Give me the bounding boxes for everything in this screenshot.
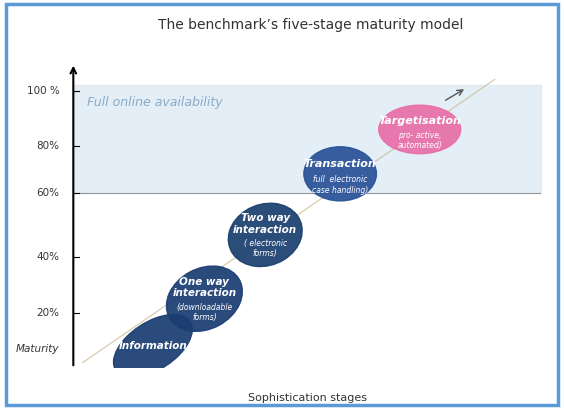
Text: 20%: 20% — [36, 308, 59, 318]
Text: 80%: 80% — [36, 141, 59, 151]
Ellipse shape — [304, 147, 376, 201]
Text: Targetisation: Targetisation — [378, 116, 461, 126]
Text: pro- active,
automated): pro- active, automated) — [398, 131, 442, 150]
Text: (downloadable
forms): (downloadable forms) — [177, 303, 232, 322]
Text: 100 %: 100 % — [27, 85, 59, 96]
Text: Full online availability: Full online availability — [87, 96, 223, 109]
Ellipse shape — [228, 203, 302, 267]
Text: Sophistication stages: Sophistication stages — [248, 393, 367, 403]
Ellipse shape — [379, 105, 461, 154]
Text: Transaction: Transaction — [304, 159, 377, 169]
Text: The benchmark’s five-stage maturity model: The benchmark’s five-stage maturity mode… — [157, 18, 463, 31]
Text: ( electronic
forms): ( electronic forms) — [244, 239, 287, 258]
Text: Maturity: Maturity — [16, 344, 59, 354]
Text: 40%: 40% — [36, 252, 59, 262]
Ellipse shape — [113, 315, 192, 377]
Text: One way
interaction: One way interaction — [173, 277, 236, 299]
Ellipse shape — [166, 266, 243, 331]
Text: full  electronic
case handling): full electronic case handling) — [312, 175, 368, 195]
Text: Information: Information — [118, 341, 187, 351]
Text: 60%: 60% — [36, 188, 59, 198]
Text: Two way
interaction: Two way interaction — [233, 213, 297, 235]
